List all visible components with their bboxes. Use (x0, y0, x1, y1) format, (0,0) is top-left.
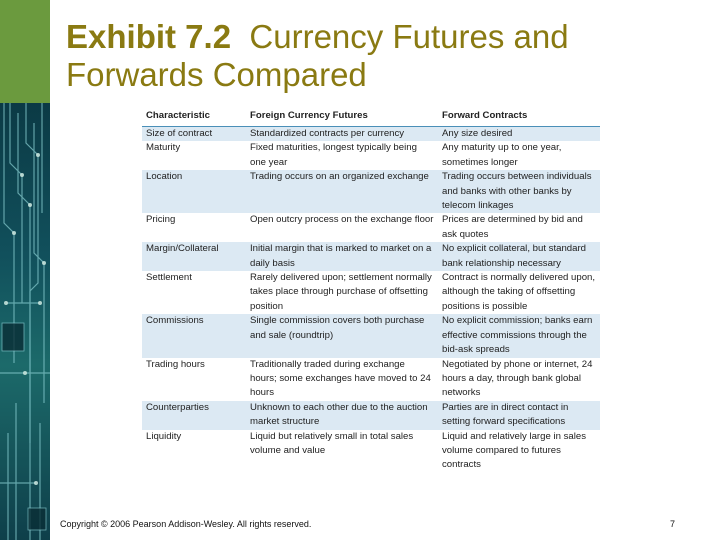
row-futures: Unknown to each other due to the auction… (246, 400, 438, 430)
row-forwards: Parties are in direct contact in setting… (438, 400, 600, 430)
row-forwards: Trading occurs between individuals and b… (438, 170, 600, 214)
table-row: Size of contract Standardized contracts … (142, 126, 600, 142)
table-row: Commissions Single commission covers bot… (142, 314, 600, 358)
row-characteristic: Liquidity (146, 430, 182, 442)
table-row: Liquidity Liquid but relatively small in… (142, 430, 600, 473)
row-characteristic: Settlement (146, 272, 192, 284)
table-row: Settlement Rarely delivered upon; settle… (142, 271, 600, 314)
row-futures: Traditionally traded during exchange hou… (250, 358, 431, 399)
header-futures: Foreign Currency Futures (246, 106, 438, 127)
slide-title: Exhibit 7.2 Currency Futures and Forward… (66, 18, 706, 94)
table-row: Location Trading occurs on an organized … (142, 170, 600, 214)
row-forwards: No explicit collateral, but standard ban… (438, 242, 600, 272)
title-text: Currency Futures and Forwards Compared (66, 18, 569, 93)
row-forwards: Prices are determined by bid and ask quo… (442, 214, 583, 240)
title-exhibit-label: Exhibit 7.2 (66, 18, 232, 55)
row-characteristic: Counterparties (142, 400, 246, 430)
row-characteristic: Size of contract (142, 126, 246, 142)
circuit-board-image (0, 103, 50, 540)
row-futures: Standardized contracts per currency (246, 126, 438, 142)
row-futures: Initial margin that is marked to market … (246, 242, 438, 272)
comparison-table: Characteristic Foreign Currency Futures … (142, 106, 600, 473)
row-forwards: Any maturity up to one year, sometimes l… (442, 142, 562, 168)
left-band-top-panel (0, 0, 50, 103)
row-futures: Liquid but relatively small in total sal… (250, 430, 414, 456)
row-forwards: Any size desired (438, 126, 600, 142)
row-futures: Fixed maturities, longest typically bein… (250, 142, 417, 168)
table-header-row: Characteristic Foreign Currency Futures … (142, 106, 600, 127)
header-forwards: Forward Contracts (438, 106, 600, 127)
row-futures: Open outcry process on the exchange floo… (250, 214, 434, 226)
row-characteristic: Pricing (146, 214, 176, 226)
row-futures: Single commission covers both purchase a… (246, 314, 438, 358)
row-forwards: Negotiated by phone or internet, 24 hour… (442, 358, 593, 399)
row-forwards: No explicit commission; banks earn effec… (438, 314, 600, 358)
header-characteristic: Characteristic (142, 106, 246, 127)
table-row: Margin/Collateral Initial margin that is… (142, 242, 600, 272)
page-number: 7 (670, 519, 676, 529)
table-row: Maturity Fixed maturities, longest typic… (142, 141, 600, 170)
row-futures: Rarely delivered upon; settlement normal… (250, 272, 432, 312)
row-characteristic: Commissions (142, 314, 246, 358)
copyright-footer: Copyright © 2006 Pearson Addison-Wesley.… (60, 519, 312, 529)
row-forwards: Contract is normally delivered upon, alt… (442, 272, 596, 312)
table-row: Pricing Open outcry process on the excha… (142, 213, 600, 242)
row-characteristic: Margin/Collateral (142, 242, 246, 272)
row-characteristic: Location (142, 170, 246, 214)
table-row: Trading hours Traditionally traded durin… (142, 358, 600, 401)
row-characteristic: Trading hours (146, 358, 205, 370)
row-futures: Trading occurs on an organized exchange (246, 170, 438, 214)
comparison-table-container: Characteristic Foreign Currency Futures … (142, 106, 600, 473)
row-characteristic: Maturity (146, 142, 181, 154)
row-forwards: Liquid and relatively large in sales vol… (442, 430, 586, 471)
table-row: Counterparties Unknown to each other due… (142, 400, 600, 430)
